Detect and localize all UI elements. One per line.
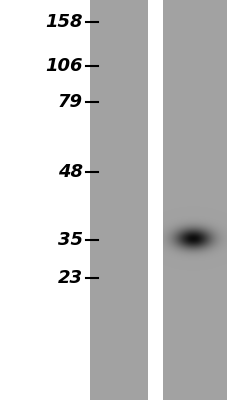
Text: 48: 48 <box>58 163 83 181</box>
Text: 23: 23 <box>58 269 83 287</box>
Text: 106: 106 <box>45 57 83 75</box>
Text: 35: 35 <box>58 231 83 249</box>
Text: 79: 79 <box>58 93 83 111</box>
Text: 158: 158 <box>45 13 83 31</box>
